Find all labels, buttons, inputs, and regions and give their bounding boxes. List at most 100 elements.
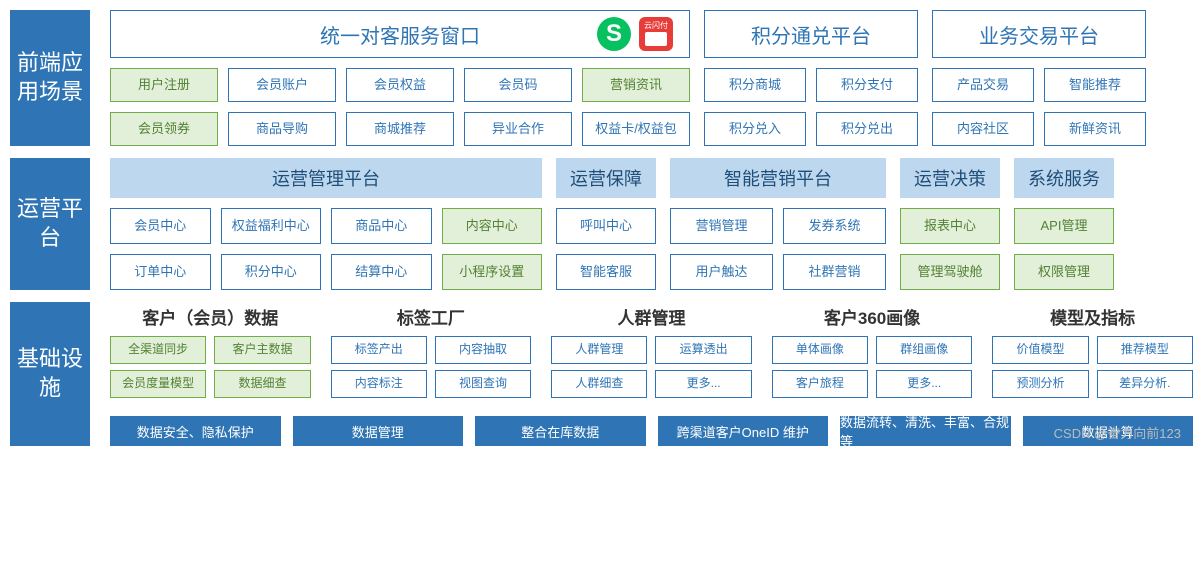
tile: 差异分析. [1097,370,1193,398]
r3-group: 客户360画像单体画像群组画像客户旅程更多... [772,302,973,398]
r2-col: 会员中心权益福利中心商品中心内容中心订单中心积分中心结算中心小程序设置 [110,208,542,290]
tile: 内容中心 [442,208,543,244]
tile: 商品导购 [228,112,336,146]
tile: 会员度量模型 [110,370,206,398]
tile: 积分商城 [704,68,806,102]
tile: 报表中心 [900,208,1000,244]
tile: 积分兑入 [704,112,806,146]
tile: 权益卡/权益包 [582,112,690,146]
tile: 小程序设置 [442,254,543,290]
tile: 内容标注 [331,370,427,398]
tile: 人群管理 [551,336,647,364]
r2-col: 报表中心管理驾驶舱 [900,208,1000,290]
tile: 社群营销 [783,254,886,290]
r2-h1: 运营管理平台 [110,158,542,198]
tile: 商城推荐 [346,112,454,146]
r1-col3: 产品交易 智能推荐 内容社区 新鲜资讯 [932,68,1146,146]
r2-col: 营销管理发券系统用户触达社群营销 [670,208,886,290]
r1-header-2: 积分通兑平台 [704,10,918,58]
tile: 营销资讯 [582,68,690,102]
tile: 视图查询 [435,370,531,398]
tile: 产品交易 [932,68,1034,102]
tile: 积分中心 [221,254,322,290]
r2-h2: 运营保障 [556,158,656,198]
tile: 更多... [655,370,751,398]
tile: 管理驾驶舱 [900,254,1000,290]
tile: 新鲜资讯 [1044,112,1146,146]
r3-group: 模型及指标价值模型推荐模型预测分析差异分析. [992,302,1193,398]
r3-group: 标签工厂标签产出内容抽取内容标注视图查询 [331,302,532,398]
tile: 用户注册 [110,68,218,102]
r3-group-title: 客户（会员）数据 [110,302,311,330]
tile: 智能客服 [556,254,656,290]
r3-group: 客户（会员）数据全渠道同步客户主数据会员度量模型数据细查 [110,302,311,398]
r2-h4: 运营决策 [900,158,1000,198]
tile: 商品中心 [331,208,432,244]
row1-content: 统一对客服务窗口 S 云闪付 积分通兑平台 业务交易平台 用户注册 会员账户 会… [90,10,1193,146]
row-label-ops: 运营平台 [10,158,90,290]
tile: 会员领券 [110,112,218,146]
tile: 会员码 [464,68,572,102]
tile: 价值模型 [992,336,1088,364]
tile: 营销管理 [670,208,773,244]
tile: 订单中心 [110,254,211,290]
tile: 全渠道同步 [110,336,206,364]
tile: 客户旅程 [772,370,868,398]
wechat-miniprogram-icon: S [597,17,631,51]
r3-group-title: 人群管理 [551,302,752,330]
tile: 发券系统 [783,208,886,244]
r1-col2: 积分商城 积分支付 积分兑入 积分兑出 [704,68,918,146]
infra-bar: 整合在库数据 [475,416,646,446]
r1-header-1: 统一对客服务窗口 S 云闪付 [110,10,690,58]
tile: 单体画像 [772,336,868,364]
r3-group-title: 标签工厂 [331,302,532,330]
tile: 数据细查 [214,370,310,398]
tile: 群组画像 [876,336,972,364]
r2-col: API管理权限管理 [1014,208,1114,290]
unionpay-icon: 云闪付 [639,17,673,51]
row-infra: 基础设施 客户（会员）数据全渠道同步客户主数据会员度量模型数据细查标签工厂标签产… [10,302,1193,446]
tile: 人群细查 [551,370,647,398]
tile: 内容社区 [932,112,1034,146]
r2-h5: 系统服务 [1014,158,1114,198]
r2-col: 呼叫中心智能客服 [556,208,656,290]
r1-h1-text: 统一对客服务窗口 [320,20,480,49]
unionpay-card-icon [645,32,667,46]
tile: 权益福利中心 [221,208,322,244]
tile: 更多... [876,370,972,398]
row-ops: 运营平台 运营管理平台 运营保障 智能营销平台 运营决策 系统服务 会员中心权益… [10,158,1193,290]
tile: 运算透出 [655,336,751,364]
r3-group-title: 客户360画像 [772,302,973,330]
tile: 会员中心 [110,208,211,244]
r1-icons: S 云闪付 [597,17,673,51]
tile: 结算中心 [331,254,432,290]
tile: 积分支付 [816,68,918,102]
tile: 客户主数据 [214,336,310,364]
tile: API管理 [1014,208,1114,244]
infra-bar: 数据流转、清洗、丰富、合规等 [840,416,1011,446]
tile: 会员账户 [228,68,336,102]
r3-group: 人群管理人群管理运算透出人群细查更多... [551,302,752,398]
r1-header-3: 业务交易平台 [932,10,1146,58]
row-label-infra: 基础设施 [10,302,90,446]
r3-group-title: 模型及指标 [992,302,1193,330]
tile: 预测分析 [992,370,1088,398]
watermark: CSDN @奋力向前123 [1054,423,1181,442]
tile: 用户触达 [670,254,773,290]
tile: 会员权益 [346,68,454,102]
row-frontend: 前端应用场景 统一对客服务窗口 S 云闪付 积分通兑平台 业务交易平台 用户注册 [10,10,1193,146]
tile: 异业合作 [464,112,572,146]
infra-bar: 数据管理 [293,416,464,446]
tile: 内容抽取 [435,336,531,364]
tile: 智能推荐 [1044,68,1146,102]
infra-bar: 数据安全、隐私保护 [110,416,281,446]
row2-content: 运营管理平台 运营保障 智能营销平台 运营决策 系统服务 会员中心权益福利中心商… [90,158,1193,290]
unionpay-text: 云闪付 [644,22,668,30]
row3-content: 客户（会员）数据全渠道同步客户主数据会员度量模型数据细查标签工厂标签产出内容抽取… [90,302,1193,446]
row-label-frontend: 前端应用场景 [10,10,90,146]
tile: 呼叫中心 [556,208,656,244]
tile: 标签产出 [331,336,427,364]
r1-col1: 用户注册 会员账户 会员权益 会员码 营销资讯 会员领券 商品导购 商城推荐 异… [110,68,690,146]
tile: 推荐模型 [1097,336,1193,364]
r2-h3: 智能营销平台 [670,158,886,198]
